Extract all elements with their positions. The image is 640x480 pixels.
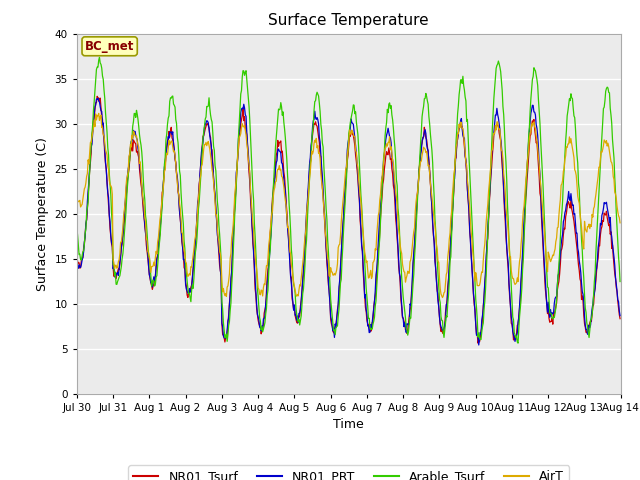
AirT	[431, 222, 439, 228]
NR01_PRT	[73, 252, 81, 258]
NR01_PRT	[415, 168, 423, 174]
NR01_PRT	[83, 216, 90, 222]
NR01_Tsurf	[616, 316, 624, 322]
AirT	[195, 195, 202, 201]
Arable_Tsurf	[223, 338, 231, 344]
NR01_Tsurf	[73, 252, 81, 258]
AirT	[73, 199, 81, 204]
Line: Arable_Tsurf: Arable_Tsurf	[77, 58, 620, 343]
Line: NR01_Tsurf: NR01_Tsurf	[77, 96, 620, 343]
Arable_Tsurf	[95, 55, 103, 60]
Line: NR01_PRT: NR01_PRT	[77, 98, 620, 345]
NR01_Tsurf	[195, 193, 202, 199]
Title: Surface Temperature: Surface Temperature	[269, 13, 429, 28]
NR01_Tsurf	[140, 208, 147, 214]
Y-axis label: Surface Temperature (C): Surface Temperature (C)	[36, 137, 49, 290]
AirT	[140, 198, 147, 204]
Legend: NR01_Tsurf, NR01_PRT, Arable_Tsurf, AirT: NR01_Tsurf, NR01_PRT, Arable_Tsurf, AirT	[129, 465, 569, 480]
Arable_Tsurf	[616, 279, 624, 285]
NR01_PRT	[94, 96, 102, 101]
AirT	[616, 220, 624, 226]
Arable_Tsurf	[140, 177, 147, 182]
NR01_Tsurf	[415, 167, 423, 173]
Arable_Tsurf	[83, 210, 90, 216]
AirT	[83, 174, 90, 180]
AirT	[438, 295, 446, 300]
NR01_Tsurf	[474, 340, 482, 346]
AirT	[223, 284, 231, 290]
X-axis label: Time: Time	[333, 418, 364, 431]
NR01_PRT	[475, 342, 483, 348]
NR01_Tsurf	[223, 331, 231, 337]
NR01_PRT	[431, 259, 439, 264]
NR01_PRT	[223, 327, 231, 333]
Line: AirT: AirT	[77, 113, 620, 298]
Arable_Tsurf	[73, 225, 81, 231]
Arable_Tsurf	[195, 206, 202, 212]
NR01_Tsurf	[431, 250, 439, 256]
AirT	[95, 110, 102, 116]
NR01_PRT	[616, 312, 624, 318]
Arable_Tsurf	[431, 216, 439, 221]
Arable_Tsurf	[415, 166, 423, 172]
NR01_PRT	[140, 198, 147, 204]
NR01_Tsurf	[93, 94, 101, 99]
Text: BC_met: BC_met	[85, 40, 134, 53]
Arable_Tsurf	[514, 340, 522, 346]
NR01_PRT	[195, 196, 202, 202]
AirT	[415, 172, 423, 178]
NR01_Tsurf	[83, 217, 90, 223]
